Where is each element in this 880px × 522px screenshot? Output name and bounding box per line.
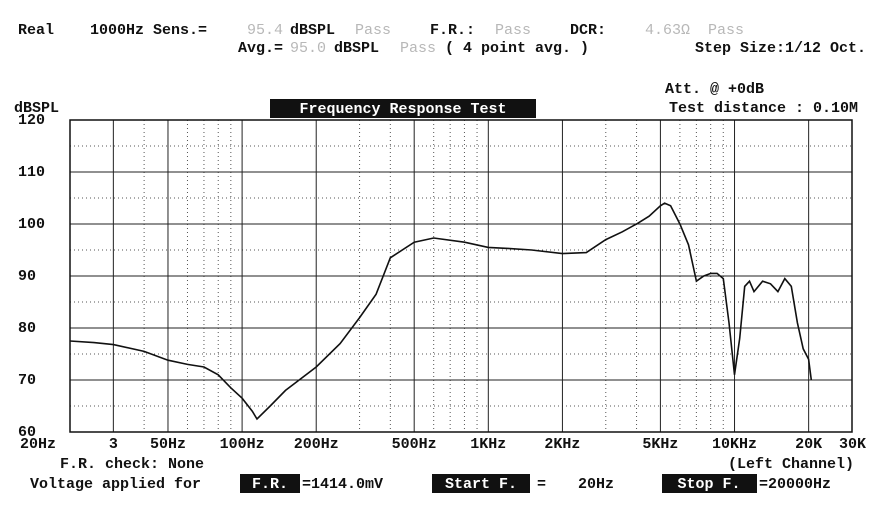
fr-button[interactable] (240, 474, 300, 493)
fr-label: F.R.: (430, 22, 475, 39)
x-tick-label: 2KHz (544, 436, 580, 453)
dcr-label: DCR: (570, 22, 606, 39)
sens-unit: dBSPL (290, 22, 335, 39)
avg-unit: dBSPL (334, 40, 379, 57)
footer: F.R. check: None (Left Channel) Voltage … (30, 456, 854, 493)
avg-value: 95.0 (290, 40, 326, 57)
fr-status: Pass (495, 22, 531, 39)
avg-label: Avg.= (238, 40, 283, 57)
y-tick-label: 90 (18, 268, 36, 285)
start-value: 20Hz (578, 476, 614, 493)
stop-button[interactable] (662, 474, 757, 493)
x-tick-label: 200Hz (294, 436, 339, 453)
y-tick-label: 70 (18, 372, 36, 389)
dcr-value: 4.63Ω (645, 22, 690, 39)
y-tick-label: 120 (18, 112, 45, 129)
y-tick-label: 60 (18, 424, 36, 441)
x-tick-label: 5KHz (642, 436, 678, 453)
stop-button-label[interactable]: Stop F. (677, 476, 740, 493)
chart-title: Frequency Response Test (299, 101, 506, 118)
y-tick-label: 80 (18, 320, 36, 337)
voltage-value: =1414.0mV (302, 476, 383, 493)
x-tick-label: 500Hz (392, 436, 437, 453)
start-button[interactable] (432, 474, 530, 493)
start-eq: = (537, 476, 546, 493)
plot-frame (69, 119, 853, 433)
sens-label: 1000Hz Sens.= (90, 22, 207, 39)
mode: Real (18, 22, 54, 39)
header: Real 1000Hz Sens.= 95.4 dBSPL Pass F.R.:… (18, 22, 866, 117)
response-curve (69, 202, 813, 421)
avg-note: ( 4 point avg. ) (445, 40, 589, 57)
x-tick-label: 30K (839, 436, 866, 453)
channel: (Left Channel) (728, 456, 854, 473)
sens-status: Pass (355, 22, 391, 39)
y-tick-label: 110 (18, 164, 45, 181)
fr-button-label[interactable]: F.R. (252, 476, 288, 493)
sens-value: 95.4 (247, 22, 283, 39)
y-axis-label: dBSPL (14, 100, 59, 117)
avg-status: Pass (400, 40, 436, 57)
x-tick-label: 100Hz (220, 436, 265, 453)
step-size: Step Size:1/12 Oct. (695, 40, 866, 57)
x-tick-label: 10KHz (712, 436, 757, 453)
title-box (270, 99, 536, 118)
stop-value: =20000Hz (759, 476, 831, 493)
y-tick-label: 100 (18, 216, 45, 233)
x-tick-label: 20K (795, 436, 822, 453)
test-distance: Test distance : 0.10M (669, 100, 858, 117)
x-tick-label: 50Hz (150, 436, 186, 453)
dcr-status: Pass (708, 22, 744, 39)
x-tick-label: 3 (109, 436, 118, 453)
start-button-label[interactable]: Start F. (445, 476, 517, 493)
voltage-label: Voltage applied for (30, 476, 201, 493)
x-tick-label: 1KHz (470, 436, 506, 453)
fr-check: F.R. check: None (60, 456, 204, 473)
x-tick-label: 20Hz (20, 436, 56, 453)
attenuation: Att. @ +0dB (665, 81, 764, 98)
